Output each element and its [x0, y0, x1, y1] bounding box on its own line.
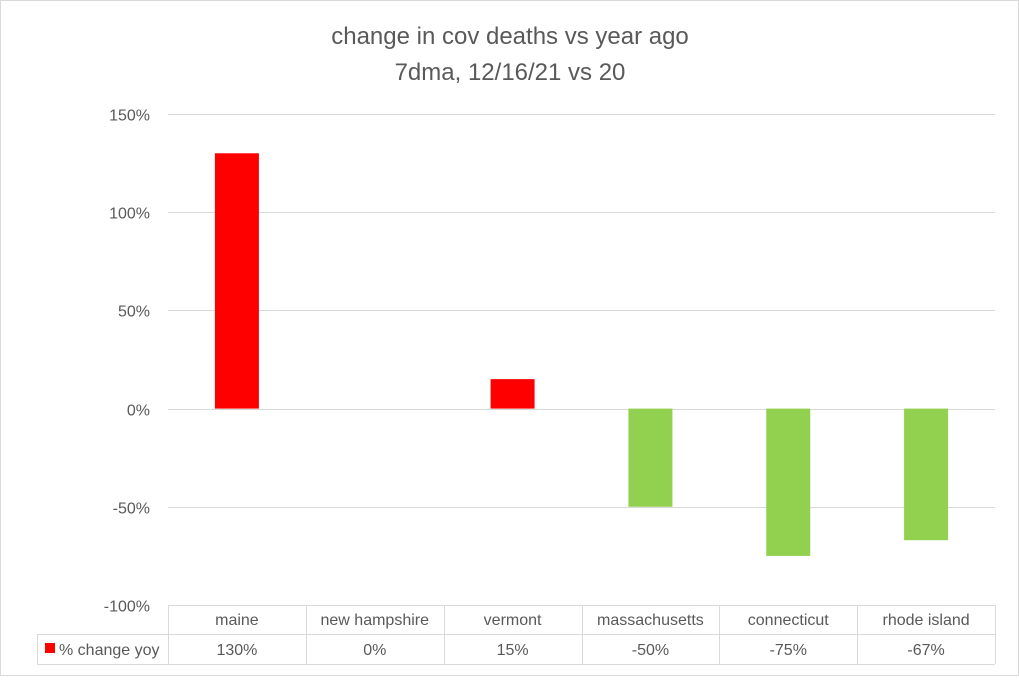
bar-rhode-island — [904, 408, 949, 541]
y-tick-label: 150% — [109, 108, 150, 125]
y-tick-label: -50% — [113, 501, 150, 518]
data-value-label: 130% — [216, 642, 257, 659]
legend-series-name: % change yoy — [59, 642, 160, 659]
chart-title: change in cov deaths vs year ago — [331, 23, 689, 50]
legend-key — [45, 643, 55, 653]
y-tick-label: 100% — [109, 206, 150, 223]
category-label: massachusetts — [597, 612, 704, 629]
category-label: rhode island — [882, 612, 969, 629]
data-value-label: 15% — [497, 642, 529, 659]
y-tick-label: 0% — [127, 403, 150, 420]
category-label: new hampshire — [321, 612, 430, 629]
category-label: maine — [215, 612, 259, 629]
category-label: connecticut — [748, 612, 829, 629]
data-value-label: -75% — [770, 642, 807, 659]
bar-vermont — [490, 379, 535, 409]
y-tick-label: 50% — [118, 304, 150, 321]
bars — [214, 153, 949, 556]
y-tick-label: -100% — [104, 599, 150, 616]
bar-connecticut — [766, 408, 811, 556]
data-value-label: -67% — [907, 642, 944, 659]
bar-massachusetts — [628, 408, 673, 507]
category-label: vermont — [484, 612, 542, 629]
data-value-label: 0% — [363, 642, 386, 659]
data-value-label: -50% — [632, 642, 669, 659]
y-axis: 150% 100% 50% 0% -50% -100% — [104, 108, 150, 616]
bar-maine — [214, 153, 259, 409]
gridlines — [168, 114, 995, 508]
chart-subtitle: 7dma, 12/16/21 vs 20 — [395, 59, 626, 86]
data-table: maine 130% new hampshire 0% vermont 15% massac… — [37, 605, 996, 665]
